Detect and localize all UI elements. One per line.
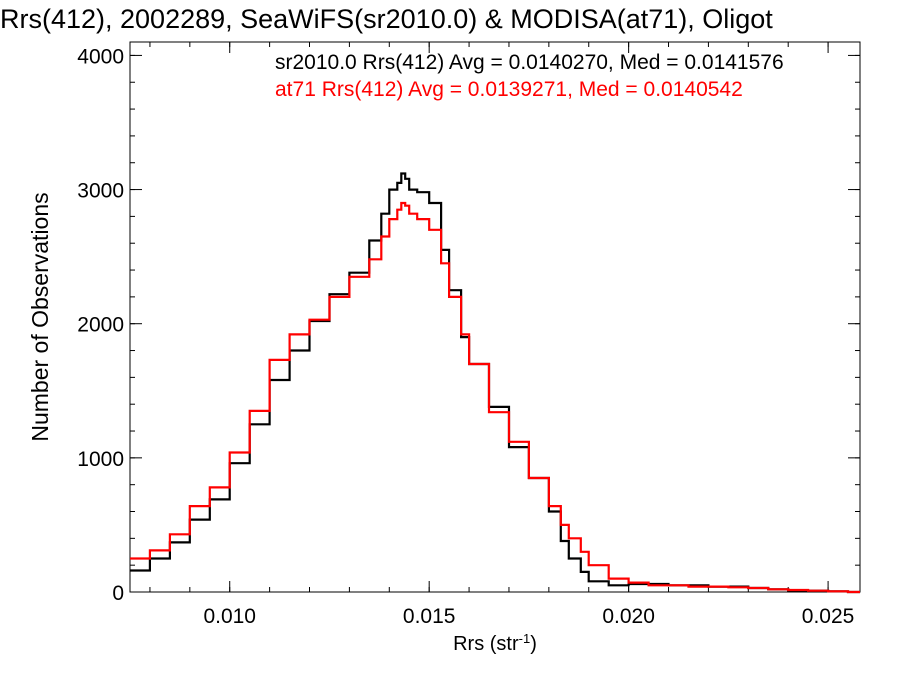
x-axis-label: Rrs (str-1) <box>453 631 537 656</box>
x-axis-label-main: Rrs (str <box>453 633 519 655</box>
series-at71 <box>130 201 860 594</box>
series-sr2010-0 <box>130 172 860 594</box>
legend-annotation-at71: at71 Rrs(412) Avg = 0.0139271, Med = 0.0… <box>275 78 743 101</box>
x-tick-label: 0.025 <box>802 605 855 628</box>
x-tick-label: 0.015 <box>403 605 456 628</box>
y-tick-label: 2000 <box>77 314 124 337</box>
series-layer <box>130 172 860 594</box>
x-tick-label: 0.010 <box>203 605 256 628</box>
axes <box>129 41 861 593</box>
y-tick-label: 1000 <box>77 448 124 471</box>
y-axis-label: Number of Observations <box>27 192 53 441</box>
plot-frame <box>129 41 861 593</box>
legend-annotation-sr2010: sr2010.0 Rrs(412) Avg = 0.0140270, Med =… <box>275 51 784 74</box>
y-tick-label: 3000 <box>77 180 124 203</box>
x-axis-label-close: ) <box>530 633 537 655</box>
y-tick-label: 4000 <box>77 45 124 68</box>
y-tick-label: 0 <box>112 582 124 605</box>
x-axis-label-sup: -1 <box>519 631 531 646</box>
x-tick-label: 0.020 <box>602 605 655 628</box>
tick-labels: 0.010 0.015 0.020 0.025 0 1000 2000 3000 4000 <box>77 45 854 628</box>
chart-title: Rrs(412), 2002289, SeaWiFS(sr2010.0) & M… <box>0 4 773 34</box>
